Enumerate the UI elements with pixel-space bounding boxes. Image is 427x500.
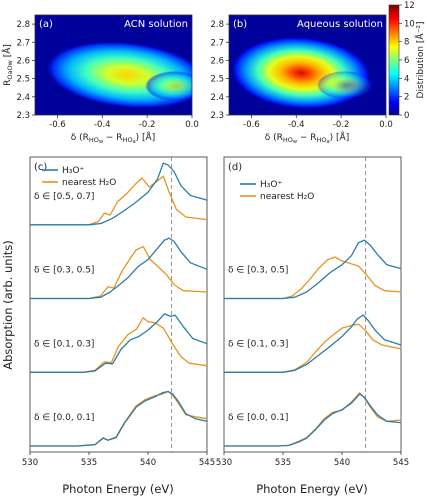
h3o-spectrum-line (224, 393, 402, 447)
colorbar-tick-label: 12 (404, 1, 415, 11)
heatmap-a-density-tail (145, 71, 192, 101)
panel-d-frame (223, 156, 402, 453)
delta-group-label: δ ∈ [0.1, 0.3] (228, 339, 288, 349)
panel-d-label: (d) (228, 162, 242, 173)
x-tick-label: 545 (199, 458, 215, 468)
x-tick-label: 535 (275, 458, 291, 468)
y-tick-label: 2.5 (210, 75, 224, 85)
delta-group-label: δ ∈ [0.3, 0.5] (228, 266, 288, 276)
panel-c-group-labels: δ ∈ [0.0, 0.1] δ ∈ [0.1, 0.3] δ ∈ [0.3, 0.… (34, 192, 94, 423)
h3o-spectrum-line (224, 314, 402, 373)
colorbar-ticks: 0 2 4 6 8 10 12 (399, 1, 415, 121)
y-tick-label: 2.8 (16, 20, 30, 30)
panel-c-x-ticks: 530 535 540 545 (22, 452, 215, 468)
x-tick-label: -0.2 (333, 120, 350, 130)
colorbar-tick-label: 10 (404, 19, 415, 29)
x-tick-label: 0.0 (185, 120, 199, 130)
y-tick-label: 2.3 (210, 111, 224, 121)
y-tick-label: 2.8 (210, 20, 224, 30)
y-tick-label: 2.4 (16, 93, 30, 103)
x-tick-label: 530 (216, 458, 232, 468)
delta-group-label: δ ∈ [0.1, 0.3] (34, 339, 94, 349)
panel-b-annotation: Aqueous solution (297, 19, 383, 30)
panel-c-legend: H₃O⁺ nearest H₂O (42, 166, 116, 188)
water-spectrum-line (30, 245, 208, 300)
panel-a-annotation: ACN solution (124, 19, 188, 30)
colorbar-tick-label: 2 (404, 93, 409, 103)
absorption-axis-label: Absorption (arb. units) (1, 240, 15, 370)
legend-c-h3o-label: H₃O⁺ (62, 166, 84, 176)
panel-b-x-axis-label: δ (RHOw − RHOa) [Å] (265, 131, 349, 145)
heatmap-a-frame (34, 14, 193, 116)
h3o-spectrum-line (30, 237, 208, 300)
panel-a-y-axis-label: ROaOw [Å] (1, 44, 14, 86)
y-tick-label: 2.6 (210, 56, 224, 66)
panel-b-x-ticks: -0.6 -0.4 -0.2 0.0 (243, 115, 393, 130)
water-spectrum-line (30, 175, 208, 226)
panel-a-x-axis-label: δ (RHOw − RHOa) [Å] (71, 131, 155, 145)
delta-group-label: δ ∈ [0.3, 0.5] (34, 266, 94, 276)
water-spectrum-line (224, 323, 402, 373)
x-tick-label: -0.2 (139, 120, 156, 130)
delta-group-label: δ ∈ [0.0, 0.1] (34, 413, 94, 423)
colorbar-tick-label: 8 (404, 38, 409, 48)
water-spectrum-line (30, 317, 208, 373)
panel-b-y-ticks: 2.3 2.4 2.5 2.6 2.7 2.8 (210, 20, 229, 121)
panel-c-x-axis-label: Photon Energy (eV) (62, 482, 174, 496)
x-tick-label: -0.6 (243, 120, 260, 130)
panel-d-x-ticks: 530 535 540 545 (216, 452, 409, 468)
x-tick-label: 545 (393, 458, 409, 468)
delta-group-label: δ ∈ [0.5, 0.7] (34, 192, 94, 202)
panel-a: (a) ACN solution -0.6 -0.4 -0.2 0.0 2.32.42… (1, 14, 199, 145)
panel-b-label: (b) (233, 19, 247, 30)
colorbar (388, 4, 400, 116)
h3o-spectrum-line (30, 313, 208, 373)
h3o-spectrum-line (224, 239, 402, 300)
legend-d-water-label: nearest H₂O (260, 192, 314, 202)
panel-a-y-ticks: 2.3 2.4 2.5 2.6 2.7 2.8 (16, 20, 35, 121)
x-tick-label: -0.6 (49, 120, 66, 130)
x-tick-label: -0.4 (94, 120, 111, 130)
x-tick-label: 0.0 (379, 120, 393, 130)
legend-c-water-label: nearest H₂O (62, 178, 116, 188)
heatmap-b-frame (228, 14, 387, 116)
h3o-spectrum-line (30, 390, 208, 447)
panel-c-curves (30, 162, 208, 447)
y-tick-label: 2.3 (16, 111, 30, 121)
h3o-spectrum-line (30, 162, 208, 226)
panel-d-curves (224, 239, 402, 447)
colorbar-label: Distribution [Å⁻²] (414, 22, 426, 99)
panel-a-label: (a) (39, 19, 53, 30)
panel-b: (b) Aqueous solution -0.6 -0.4 -0.2 0.0 2.3… (210, 1, 426, 145)
y-tick-label: 2.5 (16, 75, 30, 85)
x-tick-label: 530 (22, 458, 38, 468)
legend-d-h3o-label: H₃O⁺ (260, 180, 282, 190)
x-tick-label: -0.4 (288, 120, 305, 130)
y-tick-label: 2.4 (210, 93, 224, 103)
panel-d-x-axis-label: Photon Energy (eV) (256, 482, 368, 496)
x-tick-label: 540 (334, 458, 350, 468)
y-tick-label: 2.7 (16, 38, 30, 48)
x-tick-label: 540 (140, 458, 156, 468)
panel-c-label: (c) (34, 162, 47, 173)
panel-d-legend: H₃O⁺ nearest H₂O (240, 180, 314, 202)
heatmap-b-density-tail (317, 71, 373, 99)
panel-c: δ ∈ [0.0, 0.1] δ ∈ [0.1, 0.3] δ ∈ [0.3, 0.… (22, 156, 215, 468)
colorbar-tick-label: 4 (404, 74, 409, 84)
water-spectrum-line (224, 256, 402, 300)
colorbar-tick-label: 0 (404, 111, 409, 121)
y-tick-label: 2.7 (210, 38, 224, 48)
panel-c-frame (29, 156, 208, 453)
x-tick-label: 535 (81, 458, 97, 468)
delta-group-label: δ ∈ [0.0, 0.1] (228, 413, 288, 423)
panel-d: δ ∈ [0.0, 0.1] δ ∈ [0.1, 0.3] δ ∈ [0.3, 0.… (216, 156, 409, 468)
panel-a-x-ticks: -0.6 -0.4 -0.2 0.0 (49, 115, 199, 130)
colorbar-tick-label: 6 (404, 56, 409, 66)
y-tick-label: 2.6 (16, 56, 30, 66)
panel-d-group-labels: δ ∈ [0.0, 0.1] δ ∈ [0.1, 0.3] δ ∈ [0.3, 0.… (228, 266, 288, 424)
